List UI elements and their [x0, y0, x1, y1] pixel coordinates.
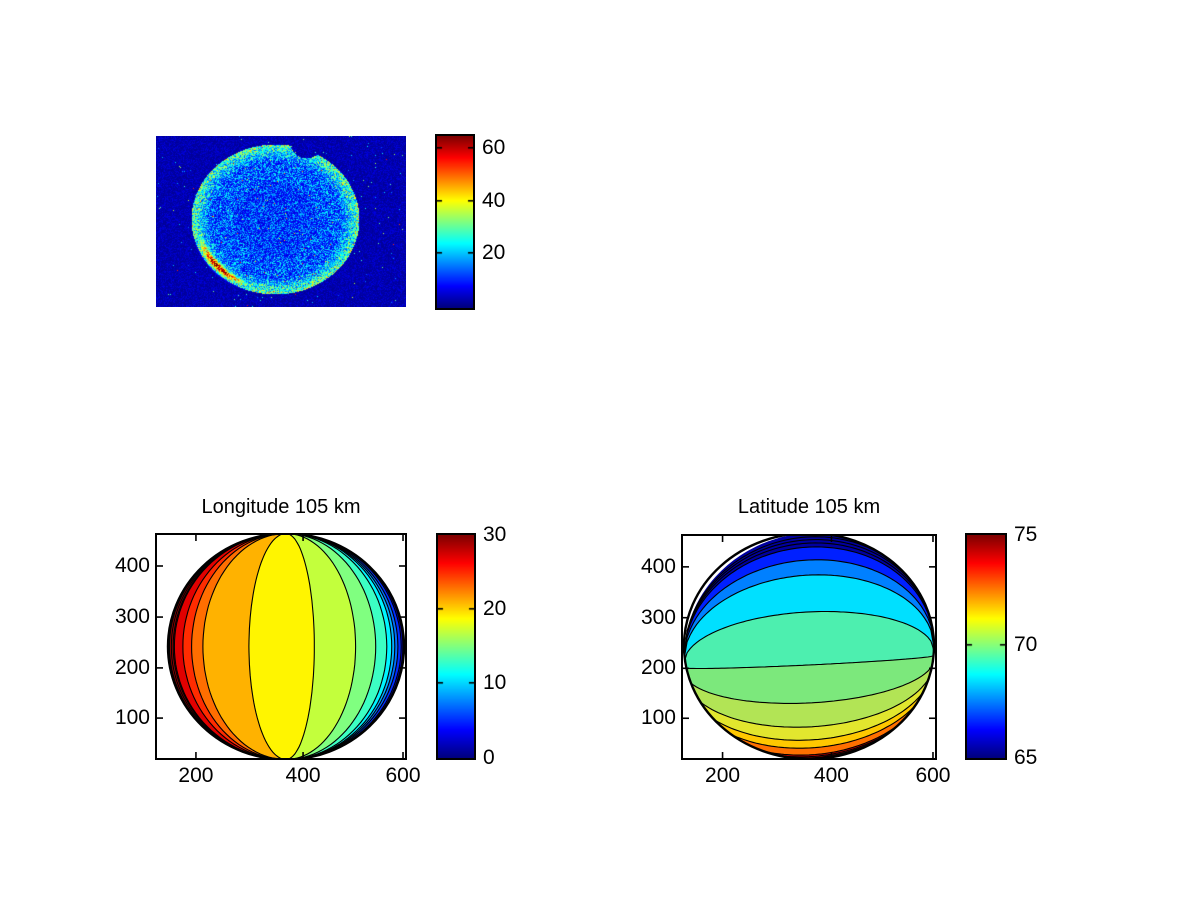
- latitude-contour-plot: [681, 534, 937, 760]
- latitude-colorbar: [965, 533, 1007, 760]
- longitude-y-tick-label: 300: [114, 605, 150, 629]
- longitude-colorbar-tick-label: 0: [483, 746, 495, 769]
- axis-ticks: [157, 535, 405, 758]
- image-colorbar: [435, 134, 475, 310]
- latitude-contour-svg: [683, 536, 935, 758]
- latitude-x-tick-label: 200: [705, 764, 741, 787]
- longitude-x-tick-label: 400: [285, 764, 321, 787]
- latitude-y-tick-label: 400: [640, 554, 676, 578]
- longitude-colorbar: [436, 533, 476, 760]
- latitude-bands: [684, 536, 934, 758]
- longitude-colorbar-gradient: [438, 535, 474, 758]
- latitude-colorbar-gradient: [967, 535, 1005, 758]
- longitude-plot-title: Longitude 105 km: [201, 496, 361, 518]
- longitude-x-tick-label: 600: [385, 764, 421, 787]
- image-colorbar-gradient: [437, 136, 473, 308]
- latitude-y-tick-label: 100: [640, 706, 676, 730]
- latitude-colorbar-tick-label: 75: [1014, 523, 1038, 546]
- uv-disk-image: [156, 136, 406, 307]
- latitude-y-tick-label: 300: [640, 605, 676, 629]
- latitude-plot-title: Latitude 105 km: [737, 496, 881, 518]
- latitude-x-tick-label: 400: [813, 764, 849, 787]
- longitude-contour-plot: [155, 533, 407, 760]
- image-colorbar-tick-label: 20: [482, 240, 506, 264]
- longitude-colorbar-tick-label: 10: [483, 671, 507, 695]
- longitude-y-tick-label: 100: [114, 706, 150, 730]
- latitude-colorbar-tick-label: 70: [1014, 632, 1038, 656]
- latitude-x-tick-label: 600: [915, 764, 951, 787]
- longitude-x-tick-label: 200: [178, 764, 214, 787]
- latitude-colorbar-tick-label: 65: [1014, 746, 1038, 769]
- image-colorbar-tick-label: 40: [482, 189, 506, 213]
- longitude-colorbar-tick-label: 30: [483, 523, 507, 546]
- longitude-bands: [168, 535, 404, 758]
- longitude-colorbar-tick-label: 20: [483, 597, 507, 621]
- image-colorbar-tick-label: 60: [482, 136, 506, 160]
- latitude-y-tick-label: 200: [640, 656, 676, 680]
- longitude-contour-svg: [157, 535, 405, 758]
- longitude-y-tick-label: 200: [114, 655, 150, 679]
- axis-ticks: [683, 536, 935, 758]
- longitude-y-tick-label: 400: [114, 553, 150, 577]
